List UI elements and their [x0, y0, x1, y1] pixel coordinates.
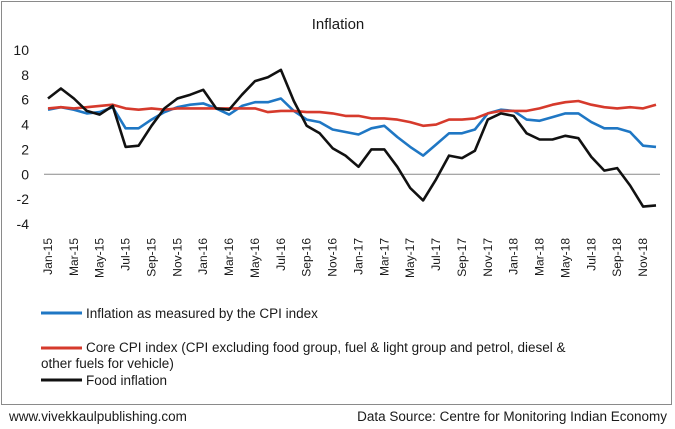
- x-tick-label-nov-18: Nov-18: [636, 238, 650, 277]
- legend: Inflation as measured by the CPI index C…: [41, 306, 566, 388]
- legend-label-core-cpi-line2: other fuels for vehicle): [41, 356, 174, 371]
- x-tick-label-mar-17: Mar-17: [377, 238, 391, 276]
- x-tick-label-jan-18: Jan-18: [507, 238, 521, 275]
- x-tick-label-may-18: May-18: [558, 238, 572, 278]
- y-tick-label: 0: [21, 166, 29, 182]
- y-tick-label: -4: [17, 216, 30, 232]
- y-tick-label: 6: [21, 92, 29, 108]
- footer-website: www.vivekkaulpublishing.com: [9, 409, 187, 424]
- series-line-cpi-inflation: [47, 97, 657, 157]
- legend-label-cpi: Inflation as measured by the CPI index: [86, 306, 318, 321]
- x-tick-label-jan-15: Jan-15: [41, 238, 55, 275]
- x-tick-label-may-15: May-15: [93, 238, 107, 278]
- x-tick-label-may-17: May-17: [403, 238, 417, 278]
- x-tick-label-mar-16: Mar-16: [222, 238, 236, 276]
- x-tick-label-nov-17: Nov-17: [481, 238, 495, 277]
- chart-title: Inflation: [312, 16, 365, 33]
- x-tick-label-sep-17: Sep-17: [455, 238, 469, 277]
- x-tick-label-sep-18: Sep-18: [610, 238, 624, 277]
- x-tick-label-mar-18: Mar-18: [533, 238, 547, 276]
- y-tick-label: 10: [13, 42, 29, 58]
- inflation-chart: Inflation 10 8 6 4 2 0 -2 -4 Jan-15 Mar-15 May-15…: [13, 16, 660, 388]
- chart-frame: Inflation 10 8 6 4 2 0 -2 -4 Jan-15 Mar-15 May-15…: [1, 1, 672, 405]
- x-tick-label-jul-18: Jul-18: [584, 238, 598, 271]
- x-tick-label-jan-16: Jan-16: [196, 238, 210, 275]
- y-axis-ticks: 10 8 6 4 2 0 -2 -4: [13, 42, 29, 232]
- series-line-core-cpi: [47, 99, 657, 128]
- legend-label-food: Food inflation: [86, 373, 167, 388]
- x-tick-label-jul-16: Jul-16: [274, 238, 288, 271]
- series-line-food-inflation: [47, 68, 657, 208]
- y-tick-label: 8: [21, 67, 29, 83]
- x-tick-label-nov-15: Nov-15: [170, 238, 184, 277]
- footer-data-source: Data Source: Centre for Monitoring India…: [357, 409, 667, 424]
- y-tick-label: -2: [17, 191, 30, 207]
- series-lines: [47, 68, 657, 208]
- x-tick-label-sep-16: Sep-16: [300, 238, 314, 277]
- y-tick-label: 4: [21, 117, 29, 133]
- legend-label-core-cpi-line1: Core CPI index (CPI excluding food group…: [86, 340, 566, 355]
- x-tick-label-jan-17: Jan-17: [351, 238, 365, 275]
- x-tick-label-mar-15: Mar-15: [67, 238, 81, 276]
- x-tick-label-jul-17: Jul-17: [429, 238, 443, 271]
- x-tick-label-sep-15: Sep-15: [144, 238, 158, 277]
- x-tick-label-may-16: May-16: [248, 238, 262, 278]
- x-axis-ticks: Jan-15 Mar-15 May-15 Jul-15 Sep-15 Nov-15 Jan-…: [41, 238, 650, 278]
- x-tick-label-jul-15: Jul-15: [119, 238, 133, 271]
- y-tick-label: 2: [21, 141, 29, 157]
- x-tick-label-nov-16: Nov-16: [326, 238, 340, 277]
